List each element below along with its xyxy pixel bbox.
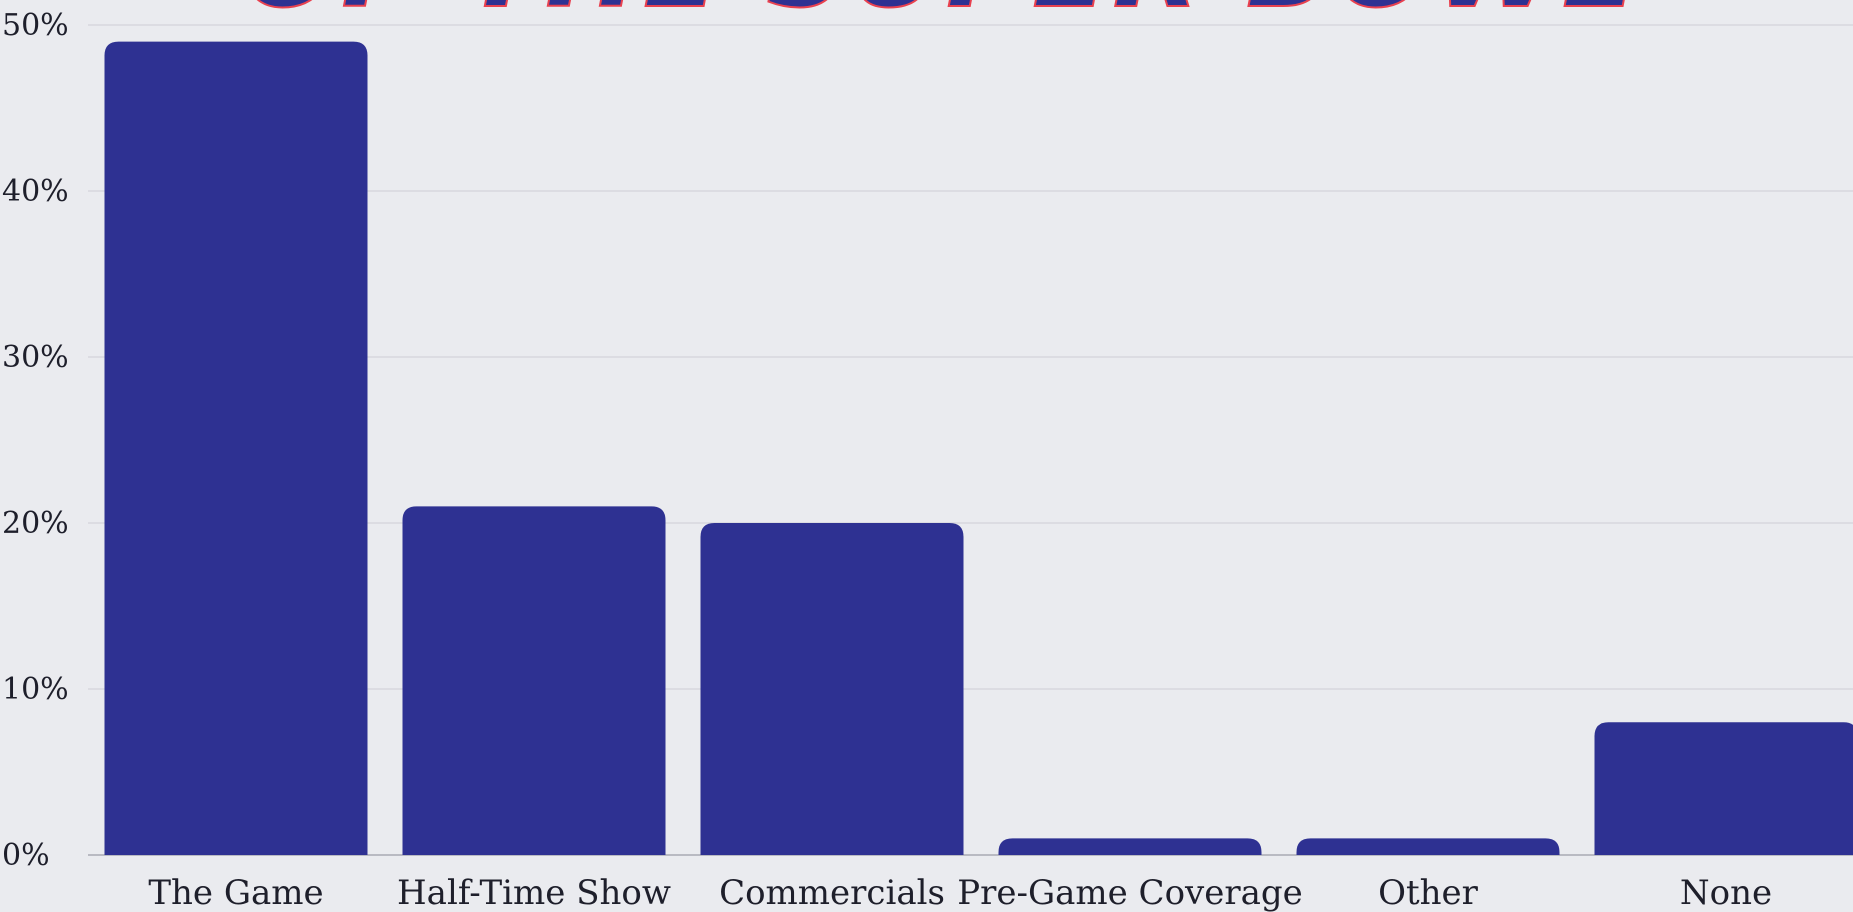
y-tick-label: 40% <box>2 174 69 209</box>
x-tick-label: Other <box>1378 873 1479 912</box>
bar-half-time-show <box>402 506 666 855</box>
chart-title: OF THE SUPER BOWL <box>242 0 1637 33</box>
bar-pre-game-coverage <box>998 838 1262 855</box>
x-tick-label: Commercials <box>719 873 945 912</box>
bar-none <box>1594 722 1853 855</box>
bar-layer <box>104 41 1853 856</box>
y-axis-ticks: 0% 10% 20% 30% 40% 50% <box>2 8 69 873</box>
bar-other <box>1296 838 1560 855</box>
bar-the-game <box>104 41 368 856</box>
y-tick-label: 30% <box>2 340 69 375</box>
x-tick-label: Pre-Game Coverage <box>957 873 1303 912</box>
y-tick-label: 0% <box>2 838 50 873</box>
x-axis-labels: The Game Half-Time Show Commercials Pre-Gam… <box>148 873 1772 912</box>
y-tick-label: 10% <box>2 672 69 707</box>
y-tick-label: 50% <box>2 8 69 43</box>
y-tick-label: 20% <box>2 506 69 541</box>
x-tick-label: None <box>1680 873 1772 912</box>
bar-commercials <box>700 523 964 855</box>
x-tick-label: The Game <box>148 873 323 912</box>
x-tick-label: Half-Time Show <box>397 873 671 912</box>
